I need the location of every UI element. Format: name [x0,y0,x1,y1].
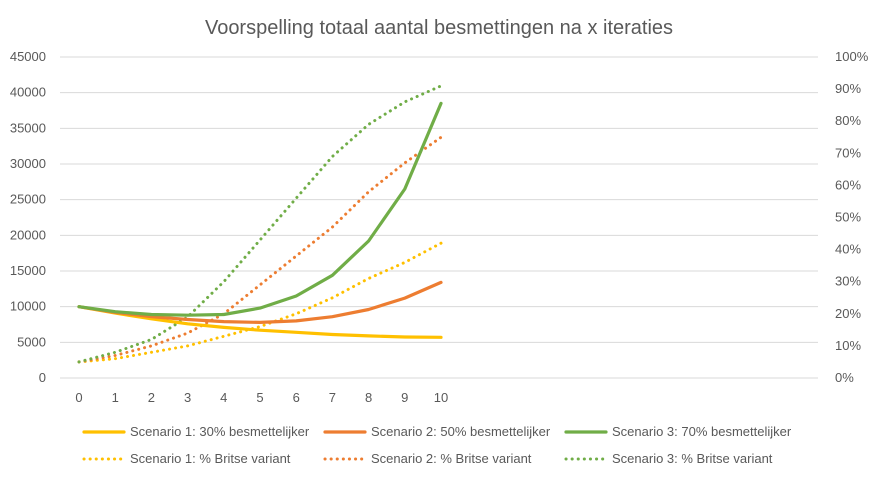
y-left-tick-label: 30000 [10,156,46,171]
x-tick-label: 1 [112,390,119,405]
x-tick-label: 6 [293,390,300,405]
series-line-scenario-2-britse-variant [77,135,443,364]
y-right-tick-label: 0% [835,370,854,385]
y-right-tick-label: 70% [835,145,861,160]
y-left-tick-label: 0 [39,370,46,385]
series-line-scenario-3-britse-variant [77,84,443,364]
y-left-tick-label: 35000 [10,120,46,135]
x-tick-label: 9 [401,390,408,405]
y-right-tick-label: 60% [835,177,861,192]
gridlines [60,56,818,379]
legend-label: Scenario 1: % Britse variant [130,451,291,466]
y-left-tick-label: 15000 [10,263,46,278]
x-tick-label: 10 [434,390,448,405]
x-axis: 0 1 2 3 4 5 6 7 8 9 10 [75,390,448,405]
x-tick-label: 7 [329,390,336,405]
legend: Scenario 1: 30% besmettelijker Scenario 2… [82,424,792,466]
x-tick-label: 0 [75,390,82,405]
y-right-tick-label: 90% [835,81,861,96]
legend-label: Scenario 3: % Britse variant [612,451,773,466]
y-left-tick-label: 40000 [10,85,46,100]
x-tick-label: 5 [256,390,263,405]
right-axis: 0% 10% 20% 30% 40% 50% 60% 70% 80% 90% 100% [835,49,869,385]
y-right-tick-label: 100% [835,49,869,64]
legend-label: Scenario 3: 70% besmettelijker [612,424,792,439]
y-left-tick-label: 45000 [10,49,46,64]
x-tick-label: 8 [365,390,372,405]
series-line-scenario-2-50-besmettelijker [77,280,443,324]
legend-label: Scenario 2: 50% besmettelijker [371,424,551,439]
x-tick-label: 4 [220,390,227,405]
y-left-tick-label: 20000 [10,227,46,242]
y-left-tick-label: 5000 [17,334,46,349]
chart-title: Voorspelling totaal aantal besmettingen … [205,17,673,39]
series-lines [77,84,443,364]
series-line-scenario-3-70-besmettelijker [77,101,443,317]
x-tick-label: 3 [184,390,191,405]
legend-label: Scenario 2: % Britse variant [371,451,532,466]
series-line-scenario-1-30-besmettelijker [77,305,443,339]
y-right-tick-label: 10% [835,338,861,353]
x-tick-label: 2 [148,390,155,405]
y-left-tick-label: 25000 [10,192,46,207]
y-left-tick-label: 10000 [10,299,46,314]
y-right-tick-label: 20% [835,306,861,321]
y-right-tick-label: 40% [835,242,861,257]
y-right-tick-label: 80% [835,113,861,128]
series-line-scenario-1-britse-variant [77,241,443,364]
legend-label: Scenario 1: 30% besmettelijker [130,424,310,439]
y-right-tick-label: 30% [835,274,861,289]
y-right-tick-label: 50% [835,210,861,225]
left-axis: 0 5000 10000 15000 20000 25000 30000 35000 40000… [10,49,46,385]
